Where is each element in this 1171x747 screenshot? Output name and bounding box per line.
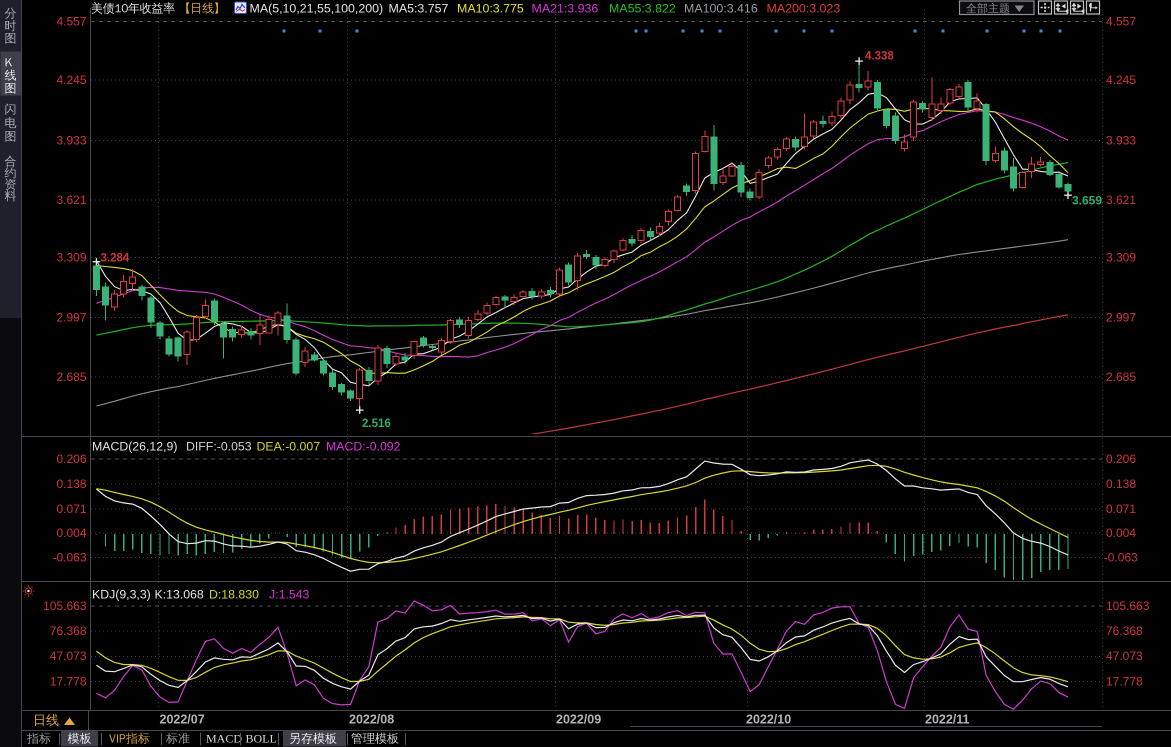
svg-text:MA21:3.936: MA21:3.936 xyxy=(532,2,599,16)
svg-text:0.138: 0.138 xyxy=(56,477,86,491)
svg-text:D:18.830: D:18.830 xyxy=(209,588,259,602)
svg-text:3.309: 3.309 xyxy=(1106,250,1136,264)
svg-text:3.284: 3.284 xyxy=(101,253,130,265)
svg-text:K:13.068: K:13.068 xyxy=(155,588,204,602)
svg-text:4.338: 4.338 xyxy=(865,51,894,63)
svg-text:J:1.543: J:1.543 xyxy=(269,588,309,602)
svg-text:3.933: 3.933 xyxy=(56,133,86,147)
svg-text:3.933: 3.933 xyxy=(1106,133,1136,147)
svg-text:2022/09: 2022/09 xyxy=(556,713,601,727)
svg-text:MACD:-0.092: MACD:-0.092 xyxy=(326,440,401,454)
svg-text:76.368: 76.368 xyxy=(50,624,87,638)
svg-text:3.621: 3.621 xyxy=(1106,193,1136,207)
svg-text:4.245: 4.245 xyxy=(56,73,86,87)
svg-text:MACD(26,12,9): MACD(26,12,9) xyxy=(92,440,177,454)
svg-text:MA55:3.822: MA55:3.822 xyxy=(609,2,676,16)
svg-text:DEA:-0.007: DEA:-0.007 xyxy=(257,440,321,454)
svg-text:0.206: 0.206 xyxy=(56,452,86,466)
svg-text:KDJ(9,3,3): KDJ(9,3,3) xyxy=(92,588,151,602)
svg-text:105.663: 105.663 xyxy=(43,599,87,613)
svg-text:3.309: 3.309 xyxy=(56,250,86,264)
svg-text:0.004: 0.004 xyxy=(1106,526,1136,540)
svg-text:17.778: 17.778 xyxy=(50,674,87,688)
svg-text:2022/08: 2022/08 xyxy=(349,713,394,727)
svg-text:0.138: 0.138 xyxy=(1106,477,1136,491)
svg-text:0.071: 0.071 xyxy=(1106,502,1136,516)
svg-text:MACD: MACD xyxy=(206,732,242,746)
svg-text:2022/07: 2022/07 xyxy=(160,713,205,727)
svg-text:2.997: 2.997 xyxy=(56,310,86,324)
svg-text:0.004: 0.004 xyxy=(56,526,86,540)
svg-text:2.997: 2.997 xyxy=(1106,310,1136,324)
svg-text:2022/11: 2022/11 xyxy=(925,713,970,727)
svg-text:0.071: 0.071 xyxy=(56,502,86,516)
svg-text:2022/10: 2022/10 xyxy=(746,713,791,727)
svg-text:105.663: 105.663 xyxy=(1106,599,1150,613)
svg-text:3.659: 3.659 xyxy=(1072,194,1102,208)
svg-text:MA10:3.775: MA10:3.775 xyxy=(457,2,524,16)
svg-text:2.516: 2.516 xyxy=(362,418,391,430)
svg-text:-0.063: -0.063 xyxy=(52,550,86,564)
svg-text:MA(5,10,21,55,100,200): MA(5,10,21,55,100,200) xyxy=(250,2,384,16)
svg-text:2.685: 2.685 xyxy=(56,370,86,384)
svg-text:3.621: 3.621 xyxy=(56,193,86,207)
svg-text:17.778: 17.778 xyxy=(1106,674,1143,688)
svg-text:4.557: 4.557 xyxy=(1106,14,1136,28)
svg-text:2.685: 2.685 xyxy=(1106,370,1136,384)
svg-text:DIFF:-0.053: DIFF:-0.053 xyxy=(186,440,252,454)
svg-text:MA100:3.416: MA100:3.416 xyxy=(684,2,758,16)
svg-text:MA200:3.023: MA200:3.023 xyxy=(767,2,841,16)
svg-text:47.073: 47.073 xyxy=(1106,649,1143,663)
svg-text:BOLL: BOLL xyxy=(246,732,277,746)
svg-text:76.368: 76.368 xyxy=(1106,624,1143,638)
svg-text:MA5:3.757: MA5:3.757 xyxy=(389,2,449,16)
svg-text:-0.063: -0.063 xyxy=(1104,550,1138,564)
svg-text:4.245: 4.245 xyxy=(1106,73,1136,87)
svg-text:0.206: 0.206 xyxy=(1106,452,1136,466)
svg-text:47.073: 47.073 xyxy=(50,649,87,663)
svg-text:4.557: 4.557 xyxy=(56,14,86,28)
